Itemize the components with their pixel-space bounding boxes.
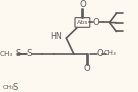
Text: O: O bbox=[96, 49, 103, 58]
Text: CH₃: CH₃ bbox=[3, 85, 14, 90]
Text: CH₃: CH₃ bbox=[104, 50, 116, 56]
Text: O: O bbox=[93, 18, 99, 27]
Text: S: S bbox=[15, 49, 20, 58]
Text: HN: HN bbox=[50, 32, 62, 41]
FancyBboxPatch shape bbox=[75, 18, 90, 27]
Text: CH₃: CH₃ bbox=[0, 51, 13, 57]
Text: O: O bbox=[79, 0, 86, 9]
Text: O: O bbox=[84, 64, 91, 73]
Text: S: S bbox=[12, 83, 17, 92]
Text: S: S bbox=[26, 49, 32, 58]
Text: Abs: Abs bbox=[77, 20, 88, 25]
